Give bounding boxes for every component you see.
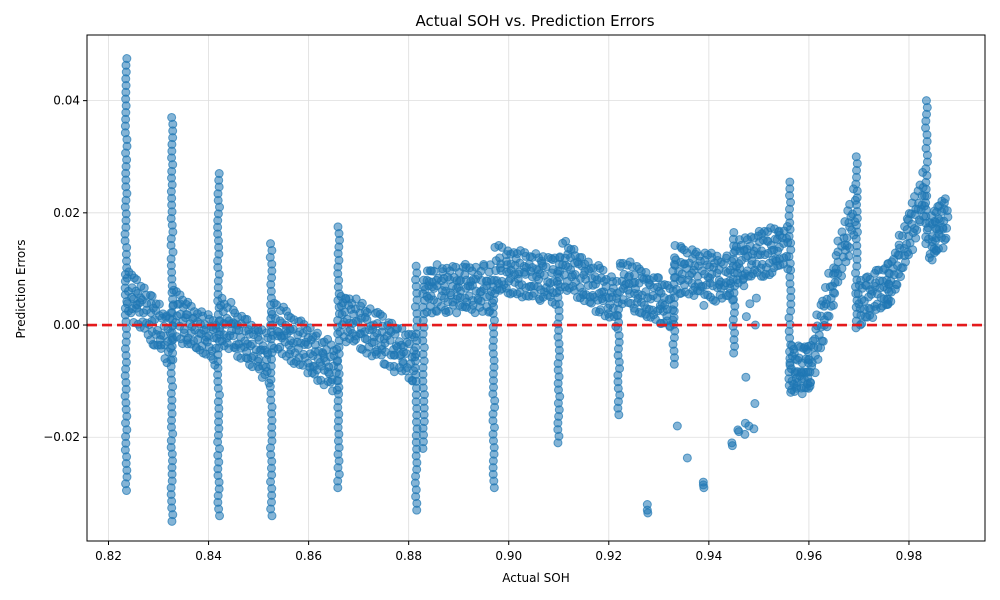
data-point bbox=[698, 480, 708, 490]
data-point bbox=[741, 372, 751, 382]
data-point bbox=[122, 54, 132, 64]
data-point bbox=[844, 251, 854, 261]
data-point bbox=[682, 453, 692, 463]
x-tick-label: 0.88 bbox=[395, 549, 422, 563]
data-point bbox=[942, 206, 952, 216]
data-point bbox=[419, 275, 429, 285]
x-tick-label: 0.84 bbox=[195, 549, 222, 563]
points-layer bbox=[120, 54, 953, 526]
data-point bbox=[452, 308, 462, 318]
chart-title: Actual SOH vs. Prediction Errors bbox=[415, 12, 654, 30]
y-tick-label: 0.00 bbox=[53, 318, 80, 332]
data-point bbox=[940, 194, 950, 204]
y-tick-label: 0.04 bbox=[53, 94, 80, 108]
data-point bbox=[837, 263, 847, 273]
data-point bbox=[147, 291, 157, 301]
data-point bbox=[643, 508, 653, 518]
data-point bbox=[892, 280, 902, 290]
data-point bbox=[750, 399, 760, 409]
data-point bbox=[699, 300, 709, 310]
plot-frame bbox=[86, 34, 986, 542]
x-tick-label: 0.82 bbox=[95, 549, 122, 563]
x-tick-label: 0.98 bbox=[896, 549, 923, 563]
data-point bbox=[824, 311, 834, 321]
x-tick-label: 0.96 bbox=[796, 549, 823, 563]
x-tick-label: 0.92 bbox=[595, 549, 622, 563]
data-point bbox=[489, 275, 499, 285]
data-point bbox=[921, 96, 931, 106]
data-point bbox=[729, 227, 739, 237]
data-point bbox=[242, 314, 252, 324]
data-point bbox=[266, 239, 276, 249]
data-point bbox=[214, 169, 224, 179]
data-point bbox=[927, 255, 937, 265]
x-tick-label: 0.94 bbox=[695, 549, 722, 563]
data-point bbox=[745, 299, 755, 309]
data-point bbox=[810, 368, 820, 378]
data-point bbox=[751, 293, 761, 303]
data-point bbox=[351, 294, 361, 304]
data-point bbox=[830, 288, 840, 298]
data-point bbox=[613, 298, 623, 308]
data-point bbox=[837, 271, 847, 281]
data-point bbox=[895, 272, 905, 282]
data-point bbox=[828, 300, 838, 310]
data-point bbox=[555, 253, 565, 263]
x-axis-ticks: 0.82 0.84 0.86 0.88 0.90 0.92 0.94 0.96 0.98 bbox=[95, 541, 922, 563]
data-point bbox=[912, 225, 922, 235]
data-point bbox=[357, 298, 367, 308]
data-point bbox=[672, 421, 682, 431]
data-point bbox=[404, 339, 414, 349]
data-point bbox=[167, 112, 177, 122]
y-axis-ticks: −0.02 0.00 0.02 0.04 bbox=[43, 94, 87, 444]
data-point bbox=[154, 299, 164, 309]
data-point bbox=[941, 233, 951, 243]
data-point bbox=[397, 323, 407, 333]
data-point bbox=[378, 311, 388, 321]
data-point bbox=[333, 222, 343, 232]
data-point bbox=[886, 296, 896, 306]
data-point bbox=[411, 261, 421, 271]
data-point bbox=[727, 441, 737, 451]
data-point bbox=[312, 328, 322, 338]
data-point bbox=[868, 313, 878, 323]
data-point bbox=[942, 223, 952, 233]
x-tick-label: 0.86 bbox=[295, 549, 322, 563]
data-point bbox=[938, 243, 948, 253]
data-point bbox=[132, 275, 142, 285]
data-point bbox=[818, 336, 828, 346]
data-point bbox=[739, 281, 749, 291]
data-point bbox=[254, 354, 264, 364]
data-point bbox=[226, 297, 236, 307]
data-point bbox=[911, 233, 921, 243]
y-tick-label: 0.02 bbox=[53, 206, 80, 220]
data-point bbox=[653, 273, 663, 283]
data-point bbox=[670, 253, 680, 263]
data-point bbox=[785, 177, 795, 187]
x-tick-label: 0.90 bbox=[495, 549, 522, 563]
data-point bbox=[598, 265, 608, 275]
y-axis-label: Prediction Errors bbox=[14, 240, 28, 339]
data-point bbox=[740, 429, 750, 439]
data-point bbox=[741, 312, 751, 322]
x-axis-label: Actual SOH bbox=[502, 571, 570, 585]
data-point bbox=[805, 377, 815, 387]
data-point bbox=[813, 354, 823, 364]
y-tick-label: −0.02 bbox=[43, 430, 80, 444]
data-point bbox=[385, 335, 395, 345]
data-point bbox=[851, 152, 861, 162]
data-point bbox=[749, 424, 759, 434]
data-point bbox=[908, 245, 918, 255]
